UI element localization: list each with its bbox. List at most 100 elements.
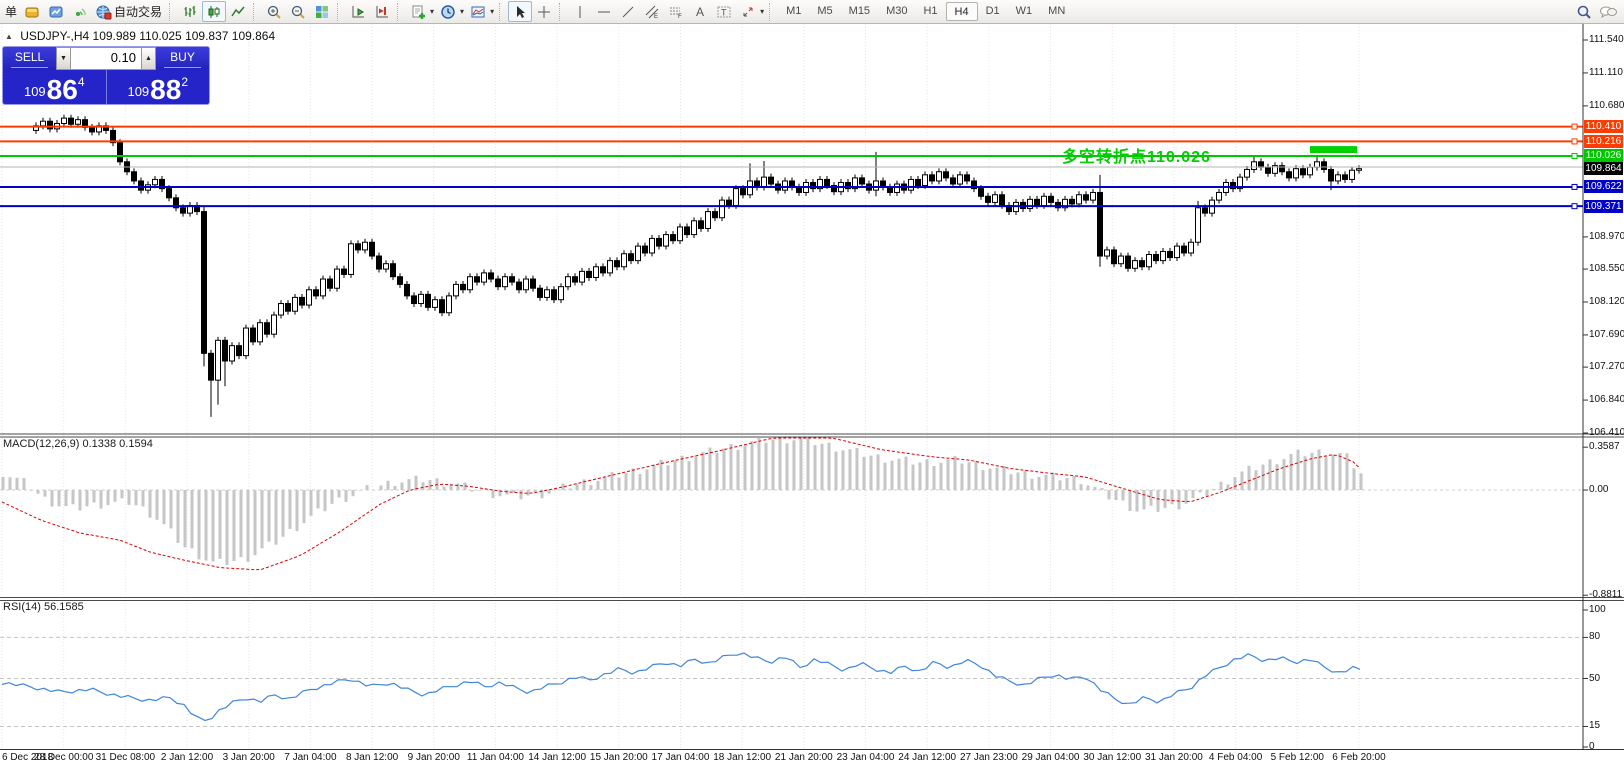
time-axis-label: 5 Feb 12:00 [1270,752,1324,763]
timeframe-button-mn[interactable]: MN [1048,5,1066,17]
volume-input[interactable]: 0.10 [71,47,141,70]
one-click-trade-panel: SELL ▼ 0.10 ▲ BUY 109 86 4 109 88 2 [2,46,210,105]
price-tick-label: 107.270 [1589,361,1624,373]
toolbar-right-group [1572,1,1622,22]
sell-button[interactable]: SELL [3,47,56,70]
timeframe-button-h1[interactable]: H1 [923,5,938,17]
rsi-tick-label: 0 [1589,741,1595,752]
time-axis-label: 30 Jan 12:00 [1083,752,1142,763]
timeframe-button-w1[interactable]: W1 [1015,5,1033,17]
arrows-dropdown[interactable]: ▾ [760,7,765,16]
template-dropdown[interactable]: ▾ [490,7,495,16]
toolbar-separator [169,2,175,21]
bar-chart-icon[interactable] [178,1,202,22]
auto-scroll-icon[interactable] [346,1,370,22]
time-axis-label: 14 Jan 12:00 [528,752,587,763]
price-line-label: 109.371 [1584,199,1623,213]
price-line-label: 109.864 [1584,161,1623,175]
price-tick-label: 110.680 [1589,99,1624,111]
macd-label: MACD(12,26,9) 0.1338 0.1594 [3,438,153,450]
volume-down-button[interactable]: ▼ [56,47,71,70]
toolbar-separator [559,2,565,21]
time-axis-label: 4 Feb 04:00 [1208,752,1263,763]
text-tool-icon[interactable]: A [688,1,712,22]
add-indicator-icon[interactable] [406,1,430,22]
chart-symbol-period: USDJPY-,H4 [20,29,90,43]
pivot-annotation-text: 多空转折点110.026 [1062,149,1211,166]
rsi-tick-label: 80 [1589,631,1601,643]
main-toolbar: 单 自动交易 ▾ ▾ ▾ E F A T [0,0,1624,24]
toolbar-separator [769,2,775,21]
vertical-line-tool-icon[interactable] [568,1,592,22]
sell-price-big: 86 [46,74,78,105]
time-axis-label: 23 Jan 04:00 [836,752,895,763]
time-axis-label: 11 Jan 04:00 [466,752,524,763]
price-line-label: 110.410 [1584,120,1623,134]
buy-price-prefix: 109 [127,84,150,99]
price-tick-label: 108.970 [1589,230,1624,242]
svg-text:T: T [721,7,727,17]
time-axis-label: 6 Feb 20:00 [1332,752,1386,763]
crosshair-tool-icon[interactable] [532,1,556,22]
timeframe-button-m5[interactable]: M5 [817,5,833,17]
chart-window-icon[interactable] [44,1,68,22]
price-tick-label: 107.690 [1589,328,1624,340]
rsi-tick-label: 100 [1589,604,1606,615]
buy-price[interactable]: 109 88 2 [105,70,210,104]
chart-shift-icon[interactable] [370,1,394,22]
cursor-tool-icon[interactable] [508,1,533,22]
timeframe-button-m30[interactable]: M30 [886,5,908,17]
add-indicator-dropdown[interactable]: ▾ [430,7,435,16]
price-tick-label: 108.550 [1589,263,1624,275]
time-axis-label: 31 Dec 08:00 [95,752,156,763]
timeframe-button-m1[interactable]: M1 [786,5,802,17]
line-chart-icon[interactable] [226,1,250,22]
buy-price-sup: 2 [181,75,189,89]
timeframe-button-d1[interactable]: D1 [985,5,1000,17]
time-axis-label: 2 Jan 12:00 [160,752,214,763]
chat-icon[interactable] [1596,1,1620,22]
periods-dropdown[interactable]: ▾ [460,7,465,16]
order-book-icon[interactable] [20,1,44,22]
signals-icon[interactable] [68,1,92,22]
autotrading-button[interactable]: 自动交易 [92,1,166,22]
timeframe-button-h4[interactable]: H4 [945,2,978,21]
price-tick-label: 108.120 [1589,296,1624,307]
fibonacci-tool-icon[interactable]: F [664,1,688,22]
buy-button[interactable]: BUY [156,47,209,70]
periods-clock-icon[interactable] [436,1,460,22]
price-line-label: 110.216 [1584,134,1623,148]
price-tick-label: 111.110 [1589,66,1623,78]
search-icon[interactable] [1572,1,1596,22]
sell-price[interactable]: 109 86 4 [3,70,106,105]
autotrading-label: 自动交易 [114,5,163,19]
macd-tick-label: 0.3587 [1589,441,1620,453]
arrows-tool-icon[interactable] [736,1,760,22]
svg-text:A: A [696,5,704,19]
new-order-label[interactable]: 单 [5,5,18,19]
rsi-label: RSI(14) 56.1585 [3,601,84,613]
sell-price-prefix: 109 [23,84,46,99]
text-label-tool-icon[interactable]: T [712,1,736,22]
toolbar-separator [499,2,505,21]
collapse-icon[interactable]: ▲ [5,32,13,41]
tile-windows-icon[interactable] [310,1,334,22]
macd-tick-label: -0.8811 [1589,589,1623,601]
horizontal-line-tool-icon[interactable] [592,1,616,22]
timeframe-button-m15[interactable]: M15 [848,5,871,17]
candlestick-chart-icon[interactable] [202,1,227,22]
toolbar-separator [253,2,259,21]
volume-up-button[interactable]: ▲ [141,47,156,70]
time-axis-label: 24 Jan 12:00 [898,752,957,763]
zoom-in-icon[interactable] [262,1,286,22]
price-tick-label: 106.840 [1589,394,1624,406]
zoom-out-icon[interactable] [286,1,310,22]
chart-ohlc-values: 109.989 110.025 109.837 109.864 [92,29,276,43]
trendline-tool-icon[interactable] [616,1,640,22]
time-axis-label: 31 Jan 20:00 [1144,752,1203,763]
template-icon[interactable] [466,1,490,22]
equidistant-channel-tool-icon[interactable]: E [640,1,664,22]
svg-text:E: E [654,14,658,20]
macd-tick-label: 0.00 [1589,484,1609,495]
